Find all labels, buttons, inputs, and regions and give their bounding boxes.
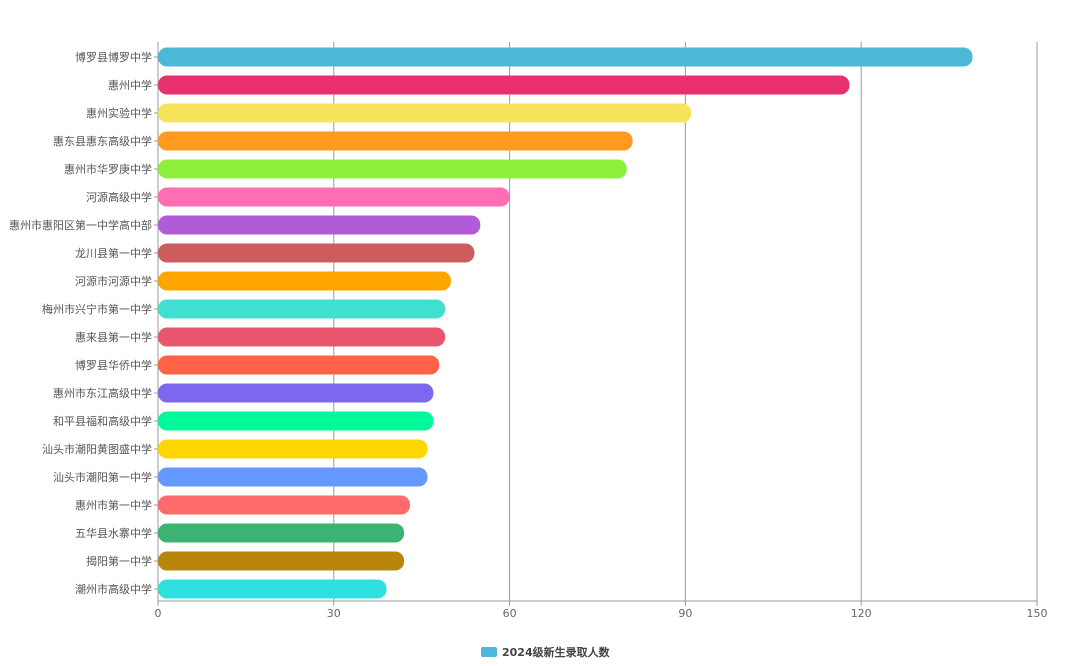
category-label: 博罗县华侨中学 bbox=[75, 358, 152, 372]
bar[interactable] bbox=[158, 75, 850, 95]
category-label: 汕头市潮阳黄图盛中学 bbox=[42, 442, 152, 456]
bar[interactable] bbox=[158, 411, 434, 431]
category-label: 河源市河源中学 bbox=[75, 274, 152, 288]
bar[interactable] bbox=[158, 355, 440, 375]
x-tick-label: 120 bbox=[851, 607, 872, 620]
category-label: 惠州实验中学 bbox=[86, 106, 152, 120]
bar[interactable] bbox=[158, 299, 446, 319]
legend-swatch[interactable] bbox=[481, 647, 497, 657]
category-label: 汕头市潮阳第一中学 bbox=[53, 470, 152, 484]
category-label: 河源高级中学 bbox=[86, 190, 152, 204]
bar[interactable] bbox=[158, 467, 428, 487]
category-label: 梅州市兴宁市第一中学 bbox=[42, 302, 152, 316]
bar[interactable] bbox=[158, 327, 446, 347]
x-tick-label: 90 bbox=[678, 607, 692, 620]
grid-layer bbox=[157, 42, 1038, 602]
bar[interactable] bbox=[158, 103, 692, 123]
bar[interactable] bbox=[158, 551, 405, 571]
x-tick-label: 60 bbox=[503, 607, 517, 620]
bar[interactable] bbox=[158, 383, 434, 403]
category-label: 惠州市第一中学 bbox=[75, 498, 152, 512]
category-label: 龙川县第一中学 bbox=[75, 246, 152, 260]
bar[interactable] bbox=[158, 523, 405, 543]
category-label: 五华县水寨中学 bbox=[75, 526, 152, 540]
bar[interactable] bbox=[158, 187, 510, 207]
legend-label[interactable]: 2024级新生录取人数 bbox=[502, 645, 611, 659]
category-label: 博罗县博罗中学 bbox=[75, 50, 152, 64]
x-tick-label: 0 bbox=[155, 607, 162, 620]
bar[interactable] bbox=[158, 271, 451, 291]
bar[interactable] bbox=[158, 439, 428, 459]
category-label: 惠州市东江高级中学 bbox=[53, 386, 152, 400]
category-label: 和平县福和高级中学 bbox=[53, 414, 152, 428]
bar[interactable] bbox=[158, 159, 627, 179]
category-label: 惠州市惠阳区第一中学高中部 bbox=[9, 218, 152, 232]
bar[interactable] bbox=[158, 579, 387, 599]
legend[interactable]: 2024级新生录取人数 bbox=[481, 645, 611, 659]
category-labels: 博罗县博罗中学惠州中学惠州实验中学惠东县惠东高级中学惠州市华罗庚中学河源高级中学… bbox=[9, 50, 158, 596]
bar-layer bbox=[158, 47, 973, 599]
category-label: 潮州市高级中学 bbox=[75, 582, 152, 596]
category-label: 揭阳第一中学 bbox=[86, 554, 152, 568]
bar[interactable] bbox=[158, 47, 973, 67]
x-axis-ticks: 0 30 60 90 120 150 bbox=[155, 601, 1048, 620]
category-label: 惠州中学 bbox=[108, 78, 152, 92]
category-label: 惠来县第一中学 bbox=[75, 330, 152, 344]
category-label: 惠东县惠东高级中学 bbox=[53, 134, 152, 148]
x-tick-label: 150 bbox=[1027, 607, 1048, 620]
bar[interactable] bbox=[158, 215, 481, 235]
bar[interactable] bbox=[158, 495, 410, 515]
category-label: 惠州市华罗庚中学 bbox=[64, 162, 152, 176]
x-tick-label: 30 bbox=[327, 607, 341, 620]
bar[interactable] bbox=[158, 131, 633, 151]
bar[interactable] bbox=[158, 243, 475, 263]
